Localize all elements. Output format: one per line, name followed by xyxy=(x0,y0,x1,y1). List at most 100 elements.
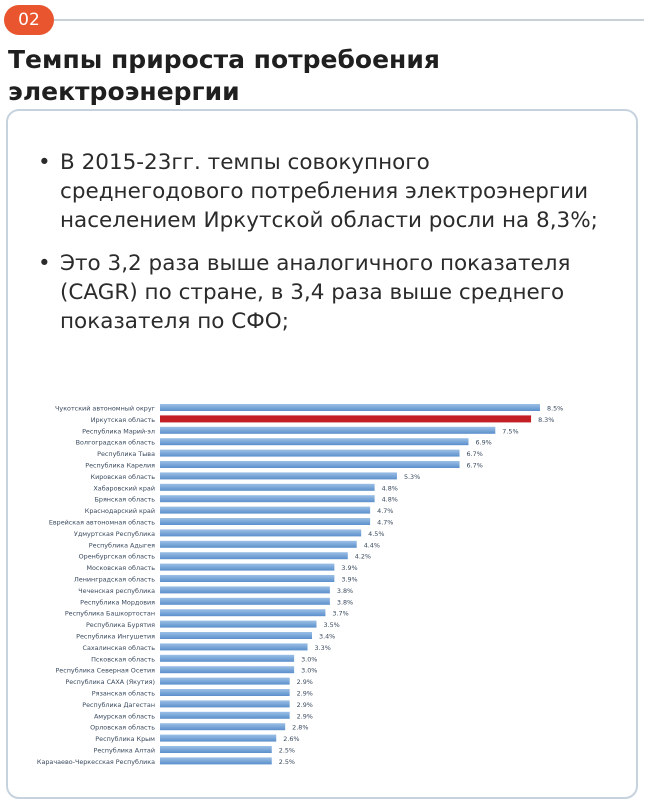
data-bar xyxy=(160,529,362,537)
data-bar xyxy=(160,757,272,765)
category-label: Краснодарский край xyxy=(85,507,155,515)
data-bar xyxy=(160,643,308,651)
value-label: 5.3% xyxy=(404,473,420,481)
category-label: Республика САХА (Якутия) xyxy=(65,678,155,686)
data-bar xyxy=(160,734,277,742)
data-bar xyxy=(160,404,541,411)
value-label: 3.7% xyxy=(332,610,348,618)
category-label: Кировская область xyxy=(91,473,156,481)
value-label: 6.7% xyxy=(467,462,483,470)
value-label: 2.9% xyxy=(297,701,313,709)
data-bar xyxy=(160,654,295,662)
category-label: Рязанская область xyxy=(92,690,155,698)
data-bar xyxy=(160,597,330,605)
category-label: Амурская область xyxy=(94,712,155,720)
category-label: Чеченская республика xyxy=(78,587,155,595)
category-label: Республика Карелия xyxy=(85,462,155,470)
data-bar xyxy=(160,563,335,571)
data-bar xyxy=(160,506,371,514)
bullet-item: • В 2015-23гг. темпы совокупного среднег… xyxy=(38,148,598,235)
category-label: Республика Марий-эл xyxy=(82,427,155,435)
data-bar xyxy=(160,632,313,639)
value-label: 6.9% xyxy=(475,439,491,447)
data-bar xyxy=(160,689,290,696)
growth-rate-bar-chart: Чукотский автономный округ 8.5% Иркутская … xyxy=(18,400,630,772)
category-label: Республика Дагестан xyxy=(82,701,155,709)
bullet-marker: • xyxy=(38,150,51,175)
category-label: Республика Тыва xyxy=(97,450,155,458)
value-label: 4.2% xyxy=(355,553,371,561)
data-bar xyxy=(160,461,460,468)
value-label: 3.0% xyxy=(301,655,317,663)
category-label: Республика Мордовия xyxy=(80,598,155,606)
data-bar xyxy=(160,677,290,685)
category-label: Волгоградская область xyxy=(76,439,156,447)
category-label: Брянская область xyxy=(95,496,156,504)
category-label: Оренбургская область xyxy=(79,553,156,561)
category-label: Карачаево-Черкесская Республика xyxy=(37,758,155,766)
data-bar xyxy=(160,711,290,719)
highlight-bar xyxy=(160,415,532,423)
data-bar xyxy=(160,666,295,674)
data-bar xyxy=(160,609,326,617)
data-bar xyxy=(160,700,290,708)
category-label: Республика Северная Осетия xyxy=(55,667,155,675)
data-bar xyxy=(160,723,286,731)
data-bar xyxy=(160,426,496,434)
data-bar xyxy=(160,483,375,491)
value-label: 3.9% xyxy=(341,576,357,584)
data-bar xyxy=(160,552,348,560)
category-label: Республика Башкортостан xyxy=(65,610,155,618)
value-label: 3.0% xyxy=(301,667,317,675)
value-label: 3.9% xyxy=(341,564,357,572)
bullet-text: Это 3,2 раза выше аналогичного показател… xyxy=(60,251,571,334)
value-label: 3.8% xyxy=(337,587,353,595)
value-label: 4.4% xyxy=(364,541,380,549)
category-label: Чукотский автономный округ xyxy=(55,405,156,413)
section-number-badge: 02 xyxy=(4,5,54,35)
value-label: 3.3% xyxy=(315,644,331,652)
value-label: 3.4% xyxy=(319,633,335,641)
value-label: 7.5% xyxy=(502,427,518,435)
data-bar xyxy=(160,575,335,582)
value-label: 2.9% xyxy=(297,678,313,686)
category-label: Московская область xyxy=(87,564,156,572)
value-label: 2.9% xyxy=(297,690,313,698)
category-label: Иркутская область xyxy=(91,416,155,424)
value-label: 4.8% xyxy=(382,496,398,504)
value-label: 2.9% xyxy=(297,712,313,720)
bullet-item: • Это 3,2 раза выше аналогичного показат… xyxy=(38,249,598,336)
category-label: Сахалинская область xyxy=(82,644,155,652)
data-bar xyxy=(160,620,317,628)
value-label: 8.3% xyxy=(538,416,554,424)
value-label: 4.7% xyxy=(377,519,393,527)
category-label: Республика Адыгея xyxy=(89,541,155,549)
value-label: 4.7% xyxy=(377,507,393,515)
value-label: 2.5% xyxy=(279,758,295,766)
header-divider xyxy=(54,19,644,21)
category-label: Республика Бурятия xyxy=(86,621,155,629)
value-label: 2.6% xyxy=(283,735,299,743)
value-label: 4.5% xyxy=(368,530,384,538)
category-label: Ленинградская область xyxy=(74,576,155,584)
page-title: Темпы прироста потребоения электроэнерги… xyxy=(8,45,440,106)
data-bar xyxy=(160,518,371,525)
value-label: 8.5% xyxy=(547,405,563,413)
value-label: 2.5% xyxy=(279,747,295,755)
data-bar xyxy=(160,540,357,548)
category-label: Республика Алтай xyxy=(94,747,156,755)
category-label: Орловская область xyxy=(90,724,155,732)
bullet-text: В 2015-23гг. темпы совокупного среднегод… xyxy=(60,150,598,233)
category-label: Республика Крым xyxy=(95,735,155,743)
data-bar xyxy=(160,449,460,457)
value-label: 2.8% xyxy=(292,724,308,732)
data-bar xyxy=(160,586,330,594)
value-label: 3.5% xyxy=(323,621,339,629)
value-label: 4.8% xyxy=(382,484,398,492)
category-label: Псковская область xyxy=(91,655,155,663)
category-label: Удмуртская Республика xyxy=(74,530,155,538)
value-label: 3.8% xyxy=(337,598,353,606)
data-bar xyxy=(160,495,375,503)
bullet-marker: • xyxy=(38,251,51,276)
value-label: 6.7% xyxy=(467,450,483,458)
